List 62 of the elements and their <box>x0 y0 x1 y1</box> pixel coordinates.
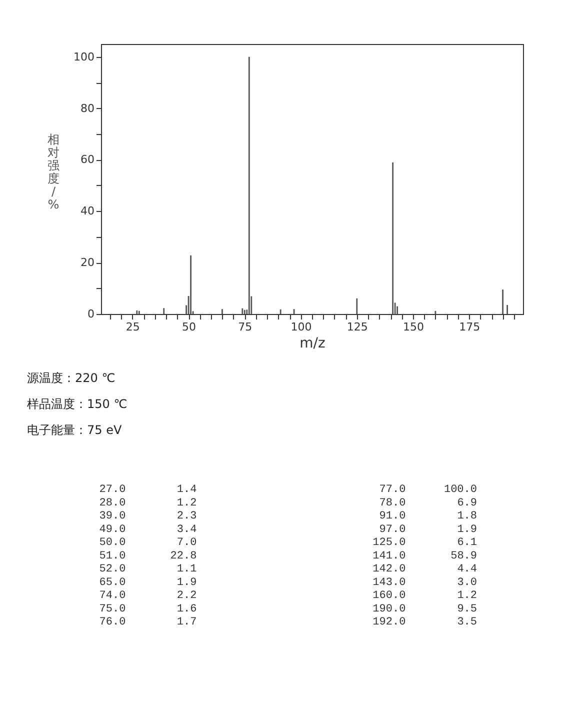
text: 1.2 <box>457 590 477 602</box>
y-tick-label: 20 <box>80 256 94 270</box>
text: 142.0 <box>372 564 406 576</box>
text: 电子能量：75 eV <box>27 423 122 437</box>
text: 1.9 <box>457 524 477 536</box>
text: 源温度：220 ℃ <box>27 371 116 385</box>
text: 1.7 <box>176 616 197 628</box>
text: 75.0 <box>99 603 126 616</box>
text: 2.3 <box>176 510 197 522</box>
text: 28.0 <box>99 497 126 510</box>
text: 6.9 <box>457 497 477 510</box>
text: 74.0 <box>99 590 126 602</box>
y-axis-title: 相对强度/% <box>48 132 60 212</box>
text: 1.8 <box>457 510 477 522</box>
text: 65.0 <box>99 576 126 589</box>
text: 91.0 <box>379 510 406 522</box>
text: 192.0 <box>372 616 406 628</box>
y-tick-label: 40 <box>80 204 94 218</box>
text: 143.0 <box>372 576 406 589</box>
text: 1.9 <box>176 576 197 589</box>
text: 4.4 <box>457 564 478 576</box>
text: 97.0 <box>379 524 406 536</box>
text: 6.1 <box>457 537 478 549</box>
y-tick-label: 80 <box>80 102 94 115</box>
text: 190.0 <box>372 603 406 616</box>
y-tick-label: 0 <box>88 308 94 320</box>
y-tick-label: 100 <box>74 50 94 64</box>
text: 22.8 <box>170 550 197 562</box>
text: 1.6 <box>176 603 197 616</box>
x-tick-label: 175 <box>459 320 480 334</box>
x-axis-title: m/z <box>300 336 326 352</box>
x-tick-label: 50 <box>182 320 196 334</box>
text: 7.0 <box>176 537 197 549</box>
text: 9.5 <box>457 603 477 616</box>
text: 50.0 <box>99 537 126 549</box>
x-tick-label: 25 <box>126 320 140 334</box>
text: 3.0 <box>457 576 477 589</box>
text: 样品温度：150 ℃ <box>27 397 128 411</box>
x-tick-label: 150 <box>403 320 424 334</box>
text: 52.0 <box>99 564 126 576</box>
text: 100.0 <box>444 484 477 496</box>
text: 58.9 <box>450 550 477 562</box>
text: 77.0 <box>379 484 406 496</box>
text: 51.0 <box>99 550 126 562</box>
text: 39.0 <box>99 510 126 522</box>
text: 3.4 <box>176 524 198 536</box>
text: 125.0 <box>372 537 406 549</box>
text: 1.2 <box>176 497 197 510</box>
x-tick-label: 75 <box>238 320 252 334</box>
text: 3.5 <box>457 616 477 628</box>
text: 76.0 <box>99 616 126 628</box>
text: 27.0 <box>99 484 126 496</box>
text: 1.1 <box>176 564 198 576</box>
text: 2.2 <box>176 590 197 602</box>
x-tick-label: 100 <box>290 320 312 334</box>
text: 49.0 <box>99 524 126 536</box>
x-tick-label: 125 <box>346 320 368 334</box>
text: 160.0 <box>372 590 406 602</box>
y-tick-label: 60 <box>80 153 94 166</box>
text: 78.0 <box>379 497 406 510</box>
text: 1.4 <box>176 484 198 496</box>
text: 141.0 <box>372 550 406 562</box>
